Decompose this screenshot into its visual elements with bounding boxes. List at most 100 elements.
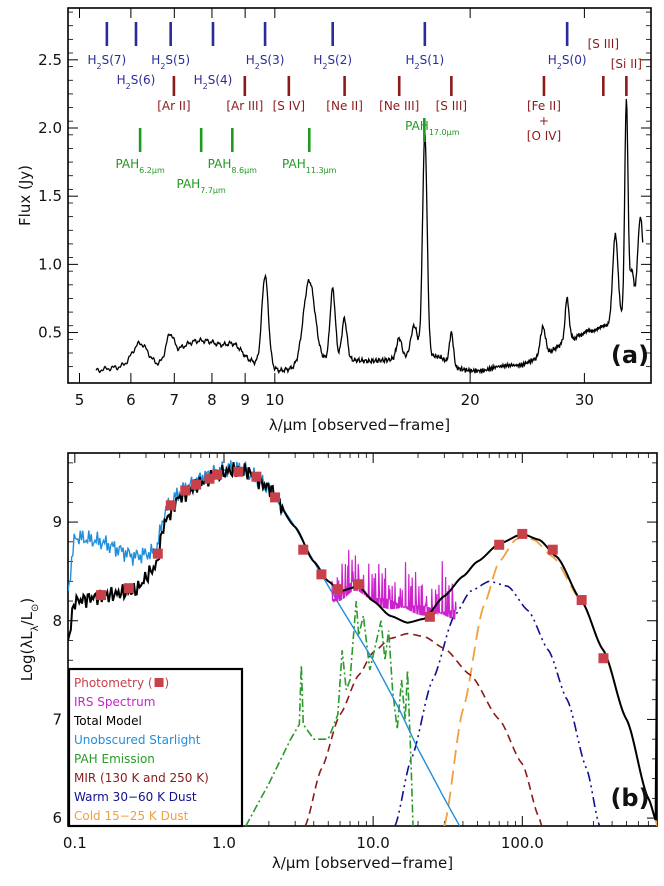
y-tick-label: 9 xyxy=(52,513,62,531)
x-tick-label: 10 xyxy=(265,391,284,409)
h2-label-rest: S(7) xyxy=(102,53,127,67)
legend-text: Cold 15−25 K Dust xyxy=(74,809,189,823)
legend-text: Warm 30−60 K Dust xyxy=(74,790,197,804)
y-tick-label: 0.5 xyxy=(38,324,62,342)
x-tick-label: 9 xyxy=(240,391,250,409)
x-tick-label: 7 xyxy=(170,391,180,409)
legend-entry: PAH Emission xyxy=(74,752,155,766)
legend-entry: Photometry () xyxy=(74,676,169,690)
legend-entry: Cold 15−25 K Dust xyxy=(74,809,189,823)
pah-label: PAH8.6μm xyxy=(208,157,258,175)
y-tick-label: 7 xyxy=(52,710,62,728)
h2-label-main: H xyxy=(194,73,203,87)
photometry-point xyxy=(353,579,364,590)
h2-label-rest: S(1) xyxy=(420,53,445,67)
ion-label-plus: + xyxy=(539,114,549,128)
x-tick-label: 100.0 xyxy=(501,834,544,852)
panel-label: (b) xyxy=(610,784,649,812)
h2-label-main: H xyxy=(151,53,160,67)
photometry-point xyxy=(180,485,191,496)
pah-label-main: PAH xyxy=(115,157,139,171)
h2-label-sub: 2 xyxy=(203,82,208,91)
legend-marker xyxy=(154,678,164,687)
y-label-sub: ⊙ xyxy=(30,604,41,612)
photometry-point xyxy=(212,469,223,480)
plot-frame xyxy=(67,7,652,384)
y-label-part: ) xyxy=(18,598,36,604)
photometry-point xyxy=(270,492,281,503)
y-tick-label: 1.0 xyxy=(38,255,62,273)
pah-label-main: PAH xyxy=(282,157,306,171)
pah-label-sub: 8.6μm xyxy=(231,166,257,175)
photometry-point xyxy=(191,479,202,490)
panel-b-sed: 0.1 1.0 10.0 100.0 6 7 8 9 λ/μm [observed−frame]… xyxy=(18,452,658,872)
ion-label: [S III] xyxy=(436,99,467,113)
photometry-point xyxy=(332,584,343,595)
series-pah-emission xyxy=(245,600,414,826)
y-axis-label: Log(λLλ/L⊙) xyxy=(18,598,41,681)
pah-label-sub: 7.7μm xyxy=(200,186,226,195)
legend-text: Unobscured Starlight xyxy=(74,733,201,747)
y-label-sub: λ xyxy=(30,625,41,631)
x-tick-label: 20 xyxy=(461,391,480,409)
h2-label-sub: 2 xyxy=(322,62,327,71)
legend-text: Total Model xyxy=(73,714,142,728)
x-axis-label: λ/μm [observed−frame] xyxy=(272,854,453,872)
photometry-point xyxy=(123,583,134,594)
photometry-point xyxy=(424,611,435,622)
x-tick-label: 10.0 xyxy=(356,834,389,852)
photometry-point xyxy=(316,569,327,580)
h2-label-main: H xyxy=(87,53,96,67)
photometry-point xyxy=(96,590,107,601)
spectrum-line xyxy=(95,98,644,375)
legend-entry: IRS Spectrum xyxy=(74,695,155,709)
ion-label: [Ne II] xyxy=(326,99,363,113)
legend-text: MIR (130 K and 250 K) xyxy=(74,771,209,785)
pah-label-main: PAH xyxy=(405,119,429,133)
h2-label: H2S(2) xyxy=(313,53,352,71)
h2-label-sub: 2 xyxy=(557,62,562,71)
legend-suffix: ) xyxy=(165,676,170,690)
h2-label: H2S(4) xyxy=(194,73,233,91)
photometry-point xyxy=(165,500,176,511)
h2-label-main: H xyxy=(246,53,255,67)
ion-label: [Ar II] xyxy=(157,99,190,113)
ion-label: [Si II] xyxy=(611,57,642,71)
x-tick-label: 30 xyxy=(575,391,594,409)
h2-label: H2S(5) xyxy=(151,53,190,71)
pah-label-sub: 11.3μm xyxy=(306,166,337,175)
photometry-point xyxy=(576,595,587,606)
y-tick-label: 2.5 xyxy=(38,51,62,69)
photometry-point xyxy=(298,544,309,555)
legend-entry: MIR (130 K and 250 K) xyxy=(74,771,209,785)
ion-label: [S IV] xyxy=(273,99,306,113)
pah-label: PAH7.7μm xyxy=(177,177,227,195)
photometry-point xyxy=(547,544,558,555)
h2-label-sub: 2 xyxy=(255,62,260,71)
x-axis-label: λ/μm [observed−frame] xyxy=(269,416,450,434)
h2-label: H2S(3) xyxy=(246,53,285,71)
x-tick-label: 8 xyxy=(207,391,217,409)
photometry-point xyxy=(204,473,215,484)
series-total-model xyxy=(68,462,657,821)
h2-label-main: H xyxy=(313,53,322,67)
ion-label: [Ne III] xyxy=(379,99,419,113)
h2-label: H2S(7) xyxy=(87,53,126,71)
h2-label-rest: S(0) xyxy=(562,53,587,67)
ion-label: [S III] xyxy=(588,37,619,51)
y-tick-label: 8 xyxy=(52,612,62,630)
x-tick-label: 5 xyxy=(75,391,85,409)
legend-text: IRS Spectrum xyxy=(74,695,155,709)
h2-label-main: H xyxy=(117,73,126,87)
series-group xyxy=(68,460,657,826)
series-unobscured-starlight xyxy=(68,460,461,826)
h2-label: H2S(0) xyxy=(548,53,587,71)
h2-label-sub: 2 xyxy=(97,62,102,71)
h2-label-rest: S(2) xyxy=(327,53,352,67)
series-irs-spectrum xyxy=(331,549,457,620)
pah-label: PAH11.3μm xyxy=(282,157,337,175)
x-tick-label: 6 xyxy=(126,391,136,409)
photometry-point xyxy=(233,466,244,477)
x-tick-label: 1.0 xyxy=(212,834,236,852)
h2-label-sub: 2 xyxy=(126,82,131,91)
